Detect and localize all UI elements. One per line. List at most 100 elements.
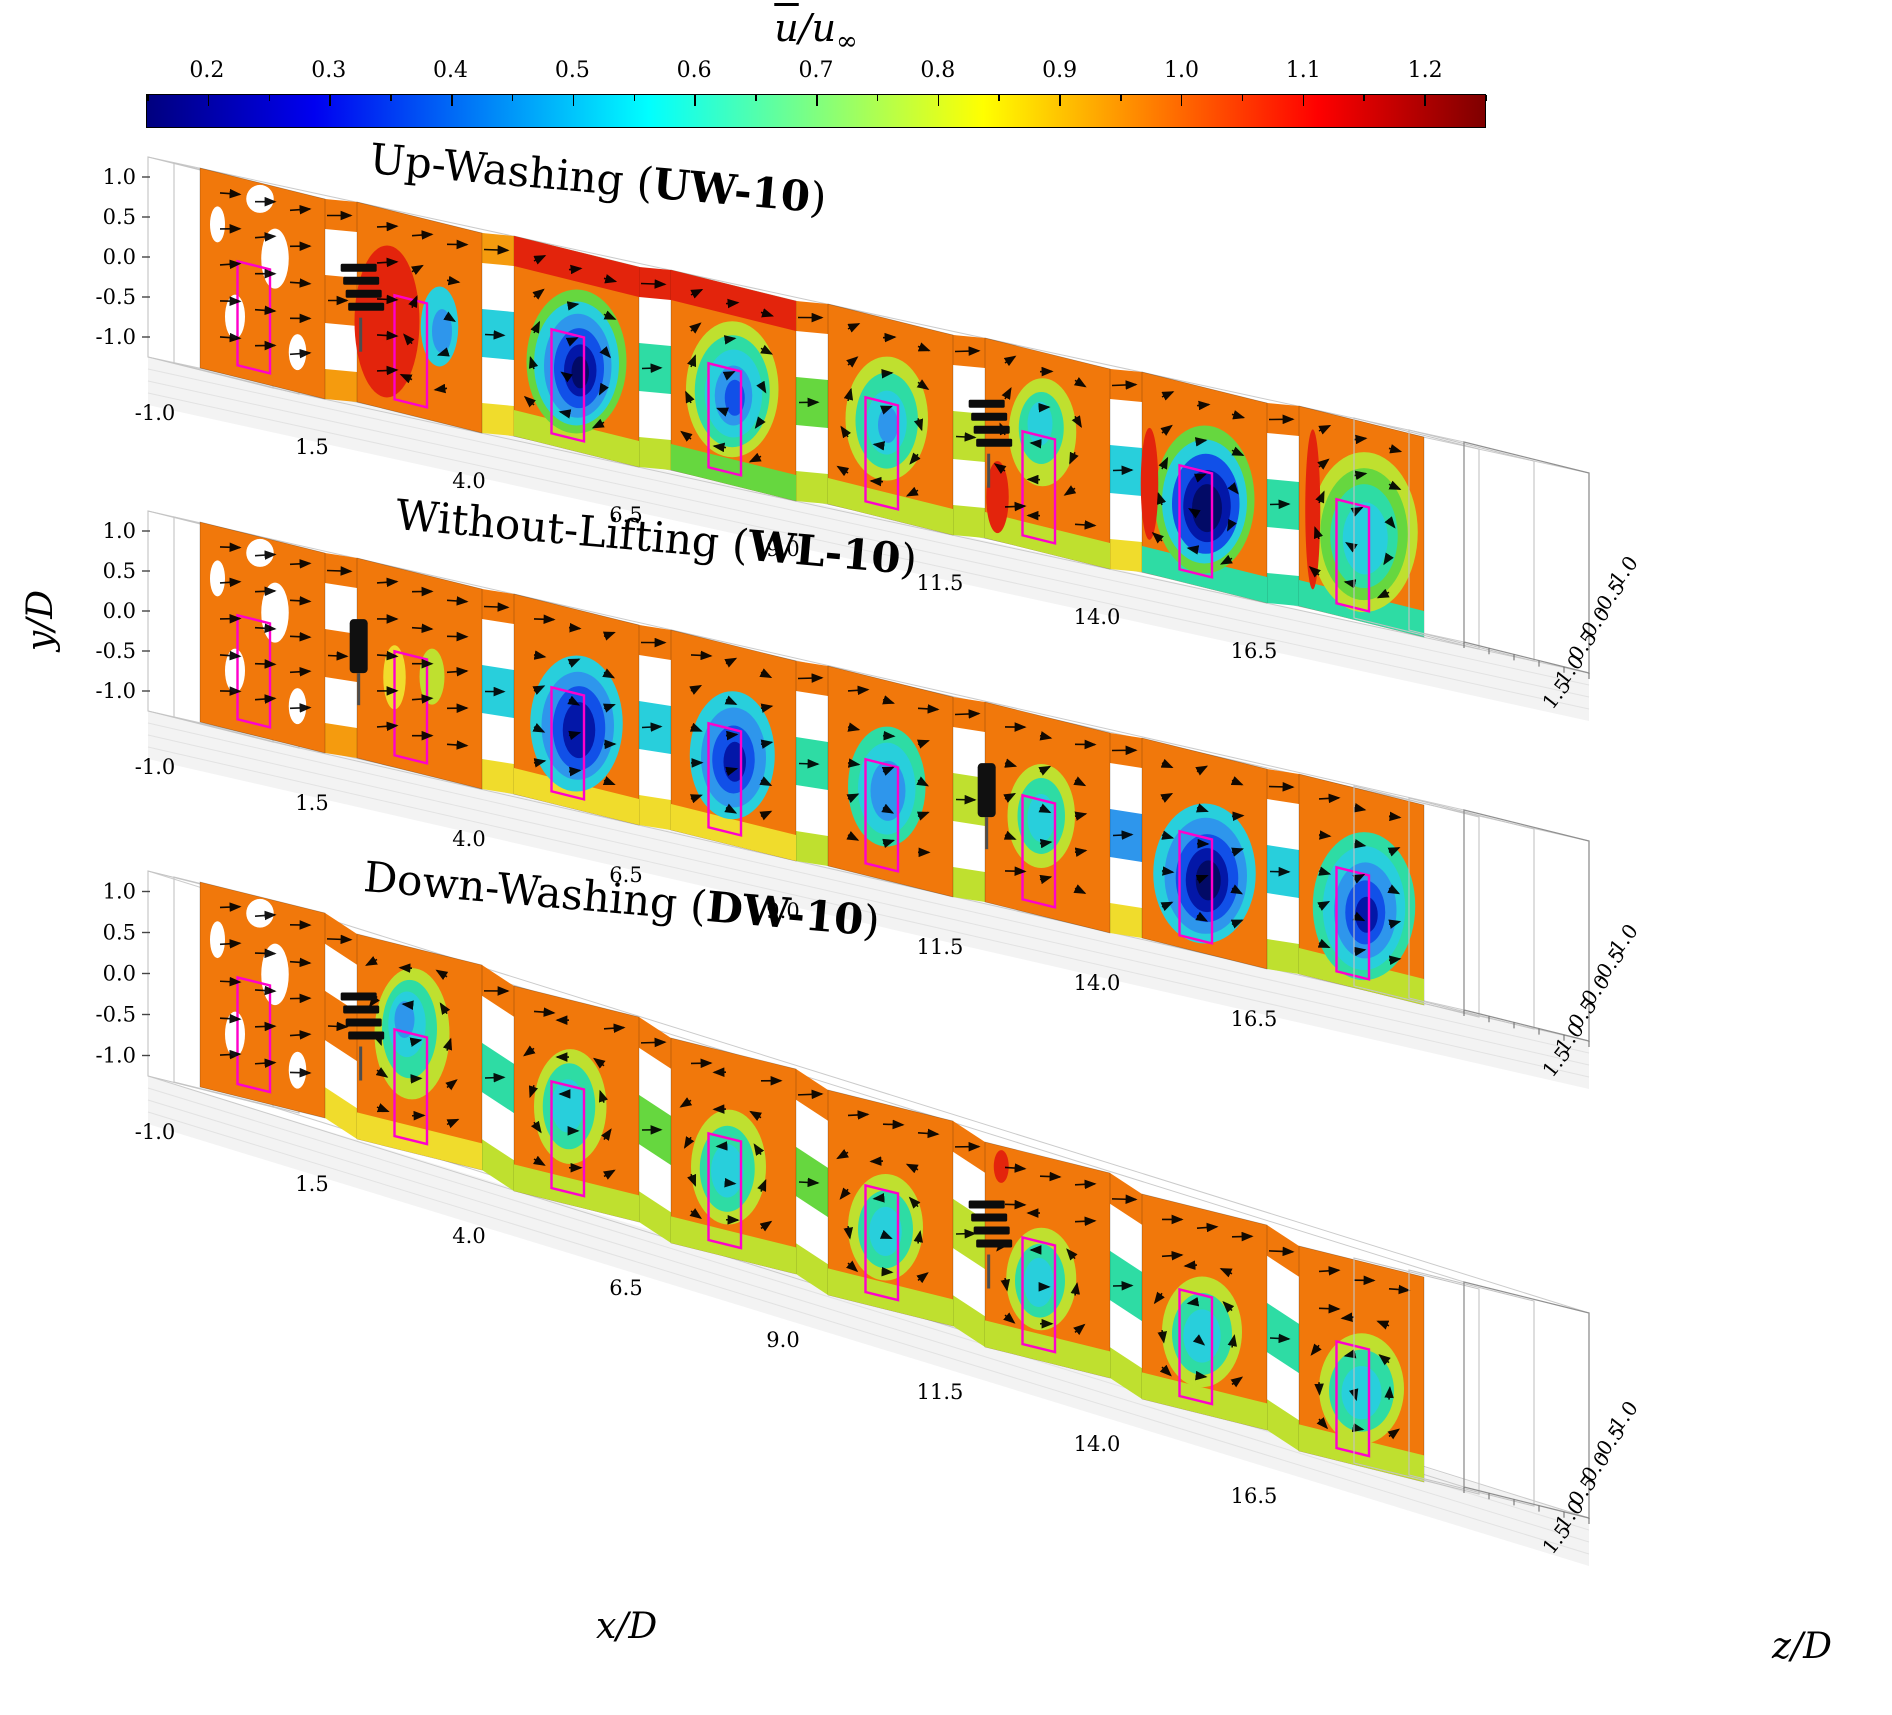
velocity-vector <box>1183 1260 1198 1270</box>
velocity-vector <box>1004 1163 1027 1173</box>
x-tick-label: 1.5 <box>295 791 328 815</box>
velocity-vector <box>881 368 894 379</box>
velocity-vector <box>1069 451 1079 465</box>
velocity-vector <box>1269 1333 1291 1344</box>
wake-contour <box>394 1001 415 1039</box>
velocity-vector <box>568 264 583 275</box>
velocity-vector <box>254 232 277 242</box>
turbine-rotor-blade <box>976 438 1013 447</box>
velocity-vector <box>1161 866 1175 876</box>
velocity-vector <box>1073 377 1087 388</box>
velocity-vector <box>1038 765 1052 776</box>
velocity-vector <box>219 902 242 912</box>
velocity-vector <box>1378 1354 1391 1366</box>
velocity-vector <box>954 346 981 356</box>
velocity-vector <box>798 1177 820 1188</box>
velocity-vector <box>916 739 930 749</box>
velocity-vector <box>689 322 702 334</box>
x-tick-label: 9.0 <box>766 899 799 923</box>
velocity-vector <box>567 658 581 668</box>
velocity-vector <box>872 1193 885 1203</box>
x-tick-label: 4.0 <box>452 469 485 493</box>
velocity-vector <box>724 803 738 814</box>
velocity-vector <box>640 1037 667 1048</box>
x-tick-label: 1.5 <box>295 435 328 459</box>
colorbar-tick-mark <box>451 95 453 106</box>
velocity-vector <box>532 288 545 300</box>
velocity-vector <box>558 409 572 419</box>
velocity-vector <box>446 275 461 286</box>
velocity-vector <box>533 614 556 625</box>
velocity-vector <box>598 1089 609 1103</box>
velocity-vector <box>759 776 773 786</box>
velocity-vector <box>1340 1312 1355 1322</box>
velocity-vector <box>685 390 695 404</box>
velocity-vector <box>1003 1312 1016 1324</box>
wireframe-rail <box>272 387 1590 674</box>
velocity-vector <box>446 1118 460 1129</box>
velocity-vector <box>754 416 766 429</box>
colorbar-tick-mark <box>1180 95 1183 106</box>
velocity-vector <box>533 758 547 768</box>
velocity-vector <box>399 373 413 384</box>
rotor-projection-outline <box>864 1183 900 1302</box>
ground-plane-band <box>796 831 828 866</box>
velocity-vector <box>715 1141 728 1151</box>
wireframe-frame <box>1353 785 1480 1018</box>
velocity-vector <box>880 405 893 415</box>
velocity-vector <box>725 298 740 309</box>
velocity-vector <box>913 418 924 432</box>
colorbar-tick-label: 1.2 <box>1407 58 1443 83</box>
velocity-vector <box>289 348 312 359</box>
velocity-vector <box>881 803 895 814</box>
velocity-vector <box>1188 508 1201 519</box>
velocity-vector <box>603 1023 626 1034</box>
velocity-vector <box>847 685 870 696</box>
turbine-rotor-blade <box>343 276 380 285</box>
velocity-vector <box>1317 901 1331 911</box>
velocity-vector <box>254 694 277 704</box>
velocity-vector <box>289 559 312 569</box>
ground-plane-band <box>796 471 828 504</box>
wake-contour <box>1023 1257 1054 1308</box>
velocity-vector <box>640 279 667 289</box>
ground-plane-band <box>325 723 357 758</box>
velocity-vector <box>376 650 399 661</box>
velocity-vector <box>905 486 919 497</box>
velocity-vector <box>1074 520 1097 530</box>
velocity-vector <box>954 709 981 719</box>
velocity-vector <box>1222 1301 1235 1313</box>
ground-plane-band <box>639 437 671 470</box>
velocity-vector <box>1353 839 1367 849</box>
velocity-vector <box>1074 1179 1097 1190</box>
velocity-vector <box>603 310 617 320</box>
velocity-vector <box>528 355 539 370</box>
velocity-vector <box>376 577 399 588</box>
velocity-vector <box>1317 938 1331 949</box>
velocity-vector <box>1230 919 1244 929</box>
y-tick-label: 0.5 <box>103 921 136 945</box>
wireframe-frame <box>1408 1269 1535 1507</box>
velocity-vector <box>602 703 616 713</box>
velocity-vector <box>254 623 277 634</box>
velocity-vector <box>917 704 940 714</box>
velocity-vector <box>1070 1282 1081 1296</box>
ground-plane-band <box>1267 573 1299 606</box>
velocity-vector <box>955 432 977 442</box>
velocity-vector <box>689 722 703 732</box>
velocity-vector <box>376 257 399 268</box>
y-tick-label: -0.5 <box>96 285 137 309</box>
velocity-vector <box>376 721 399 732</box>
velocity-vector <box>760 308 774 318</box>
velocity-vector <box>376 1103 390 1113</box>
colorbar-title-denominator: u <box>811 6 837 50</box>
velocity-vector <box>1231 410 1246 420</box>
velocity-vector <box>1314 1382 1324 1396</box>
velocity-vector <box>376 294 399 305</box>
velocity-vector <box>1196 400 1211 411</box>
colorbar-tick-label: 0.6 <box>676 58 712 83</box>
velocity-vector <box>1159 1364 1172 1377</box>
velocity-vector <box>411 230 434 240</box>
turbine-rotor-blade <box>348 1031 385 1040</box>
y-tick-label: 0.0 <box>103 599 136 623</box>
